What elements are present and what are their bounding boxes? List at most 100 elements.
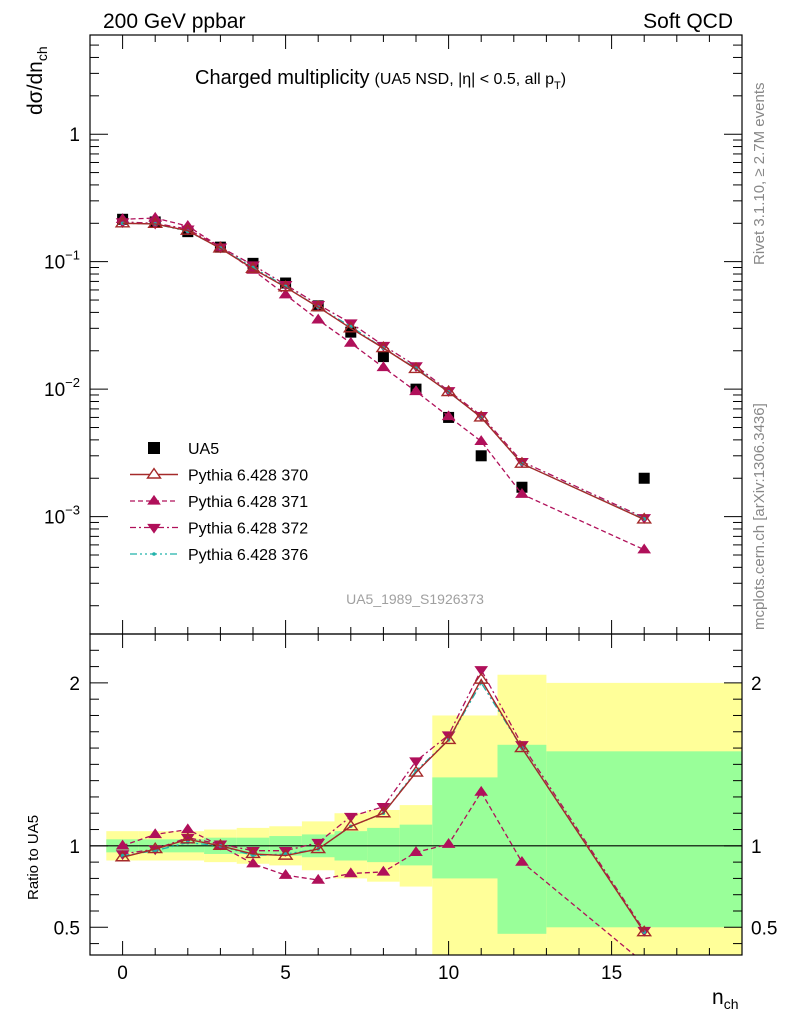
legend-label-3: Pythia 6.428 372 bbox=[188, 521, 308, 538]
ratio-series-0-point-8 bbox=[375, 806, 392, 818]
legend-item-1: Pythia 6.428 370 bbox=[130, 467, 308, 485]
y-axis-label: dσ/dnch bbox=[24, 46, 50, 115]
ratio-series-0-point-11 bbox=[473, 672, 490, 684]
main-series-0-point-7 bbox=[342, 321, 359, 333]
main-series-line-3 bbox=[122, 222, 645, 520]
legend: UA5 Pythia 6.428 370 Pythia 6.428 371 Pythi… bbox=[130, 441, 308, 564]
y-tick-label-3: 10−3 bbox=[44, 503, 80, 529]
ratio-series-2-point-9 bbox=[409, 757, 423, 768]
rivet-label: Rivet 3.1.10, ≥ 2.7M events bbox=[751, 83, 768, 266]
data-point-8 bbox=[377, 351, 389, 363]
ratio-series-0-point-9 bbox=[408, 765, 424, 777]
header-right: Soft QCD bbox=[643, 10, 733, 33]
data-point-11 bbox=[475, 450, 487, 462]
ratio-series-0-point-1 bbox=[147, 842, 164, 854]
main-series-1-point-9 bbox=[409, 385, 423, 396]
main-series-1-point-7 bbox=[343, 336, 358, 347]
y-tick-label-1: 10−1 bbox=[44, 248, 80, 274]
legend-label-4: Pythia 6.428 376 bbox=[188, 547, 308, 564]
ratio-y-axis-label: Ratio to UA5 bbox=[25, 815, 42, 900]
ratio-series-1-point-13 bbox=[639, 958, 650, 966]
ratio-series-1-point-8 bbox=[376, 865, 391, 876]
ratio-series-0-point-7 bbox=[342, 819, 359, 831]
chart-title: Charged multiplicity (UA5 NSD, |η| < 0.5,… bbox=[195, 67, 566, 92]
ratio-plot-series bbox=[114, 666, 653, 966]
band-inner-8 bbox=[367, 827, 400, 863]
ratio-series-0-point-13 bbox=[636, 925, 653, 937]
ratio-series-1-point-5 bbox=[278, 868, 293, 879]
ratio-series-1-point-4 bbox=[246, 857, 260, 868]
ratio-series-0-point-5 bbox=[277, 848, 294, 860]
main-series-1-point-11 bbox=[474, 435, 489, 445]
ratio-tick-label-2: 2 bbox=[69, 674, 80, 695]
legend-item-2: Pythia 6.428 371 bbox=[130, 494, 308, 511]
main-series-0-point-9 bbox=[408, 361, 424, 374]
ratio-series-line-3 bbox=[122, 681, 645, 933]
ratio-series-2-point-5 bbox=[278, 847, 293, 857]
main-series-1-point-13 bbox=[637, 543, 652, 554]
legend-marker-0 bbox=[146, 467, 162, 479]
main-series-0-point-8 bbox=[375, 340, 392, 353]
main-series-2-point-7 bbox=[343, 319, 358, 330]
main-series-0-point-6 bbox=[310, 300, 327, 312]
ratio-tick-label-right-1: 1 bbox=[751, 837, 762, 858]
ratio-series-2-point-11 bbox=[474, 666, 489, 677]
main-series-0-point-3 bbox=[212, 241, 229, 253]
axes: 0 5 10 15 1 10−1 10−2 10−3 0.5 0.5 1 1 2 2 bbox=[44, 34, 777, 984]
main-series-0-point-5 bbox=[277, 280, 294, 292]
band-inner-10 bbox=[432, 777, 498, 879]
main-series-1-point-12 bbox=[515, 487, 529, 498]
main-series-0-point-1 bbox=[147, 216, 164, 229]
main-series-1-point-5 bbox=[278, 288, 293, 299]
main-series-0-point-13 bbox=[636, 512, 653, 524]
legend-marker-1 bbox=[147, 494, 161, 505]
main-series-3-point-0 bbox=[120, 221, 125, 226]
mcplots-label: mcplots.cern.ch [arXiv:1306.3436] bbox=[751, 403, 768, 630]
main-series-1-point-10 bbox=[441, 410, 456, 421]
ratio-series-0-point-12 bbox=[514, 740, 530, 753]
ratio-series-1-point-7 bbox=[343, 867, 358, 878]
y-tick-label-0: 1 bbox=[69, 125, 80, 146]
data-point-13 bbox=[638, 472, 650, 484]
x-tick-label-3: 15 bbox=[601, 963, 622, 984]
main-series-0-point-4 bbox=[245, 261, 261, 273]
y-tick-label-2: 10−2 bbox=[44, 375, 80, 401]
main-series-0-point-10 bbox=[440, 384, 457, 397]
main-series-0-point-11 bbox=[473, 410, 490, 422]
data-point-12 bbox=[516, 481, 528, 493]
ratio-series-0-point-6 bbox=[310, 842, 327, 854]
main-series-0-point-2 bbox=[179, 223, 196, 235]
ratio-series-1-point-12 bbox=[515, 855, 529, 866]
ratio-series-1-point-11 bbox=[474, 785, 489, 796]
ratio-series-0-point-10 bbox=[440, 732, 457, 745]
legend-marker-data bbox=[148, 442, 160, 454]
legend-marker-2 bbox=[147, 523, 161, 534]
legend-item-3: Pythia 6.428 372 bbox=[130, 521, 308, 538]
header-left: 200 GeV ppbar bbox=[103, 10, 245, 33]
analysis-watermark: UA5_1989_S1926373 bbox=[346, 591, 484, 607]
ratio-series-1-point-1 bbox=[148, 828, 163, 839]
band-inner-12 bbox=[546, 751, 742, 928]
ratio-tick-label-right-0: 0.5 bbox=[751, 918, 777, 939]
x-tick-label-2: 10 bbox=[438, 963, 459, 984]
ratio-tick-label-0: 0.5 bbox=[54, 918, 80, 939]
ratio-series-1-point-6 bbox=[311, 873, 326, 884]
ratio-uncertainty-bands bbox=[106, 674, 742, 955]
ratio-series-0-point-2 bbox=[179, 832, 196, 844]
ratio-series-0-point-0 bbox=[114, 850, 131, 862]
band-inner-11 bbox=[497, 744, 547, 934]
main-plot-series bbox=[114, 211, 653, 554]
ratio-tick-label-right-2: 2 bbox=[751, 674, 762, 695]
legend-marker-3 bbox=[152, 552, 156, 556]
ratio-series-2-point-7 bbox=[343, 812, 358, 823]
legend-item-0: UA5 bbox=[148, 441, 219, 458]
ratio-tick-label-1: 1 bbox=[69, 837, 80, 858]
main-series-0-point-0 bbox=[114, 216, 131, 228]
legend-label-2: Pythia 6.428 371 bbox=[188, 494, 308, 511]
ratio-series-1-point-2 bbox=[180, 823, 195, 834]
ratio-series-1-point-10 bbox=[441, 838, 456, 848]
main-series-0-point-12 bbox=[514, 456, 530, 468]
x-tick-label-0: 0 bbox=[117, 963, 128, 984]
legend-item-4: Pythia 6.428 376 bbox=[130, 547, 308, 564]
